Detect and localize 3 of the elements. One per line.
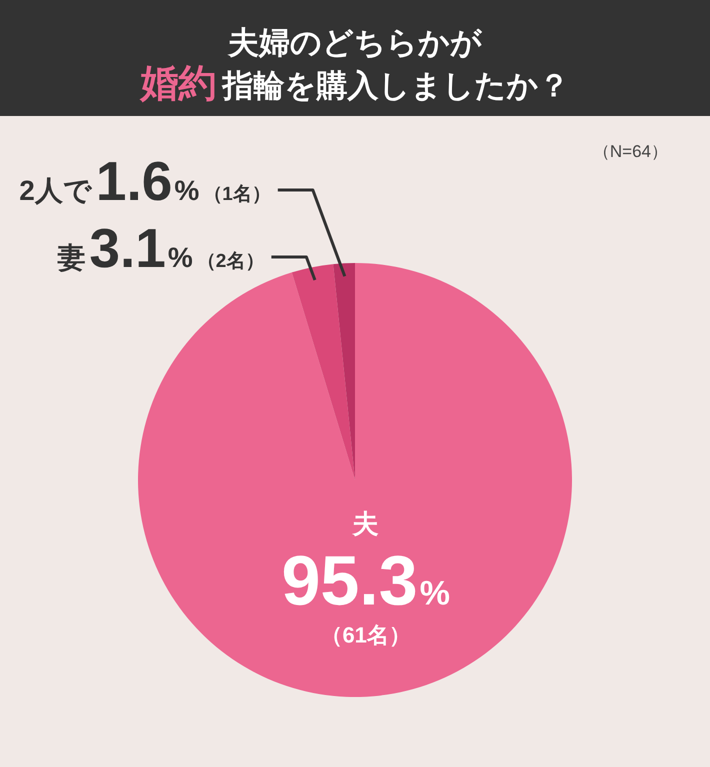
title: 夫婦のどちらかが	[228, 25, 482, 60]
annotation: （N=64）	[592, 142, 668, 161]
subtitle: 婚約指輪を購入しましたか？	[140, 63, 570, 105]
